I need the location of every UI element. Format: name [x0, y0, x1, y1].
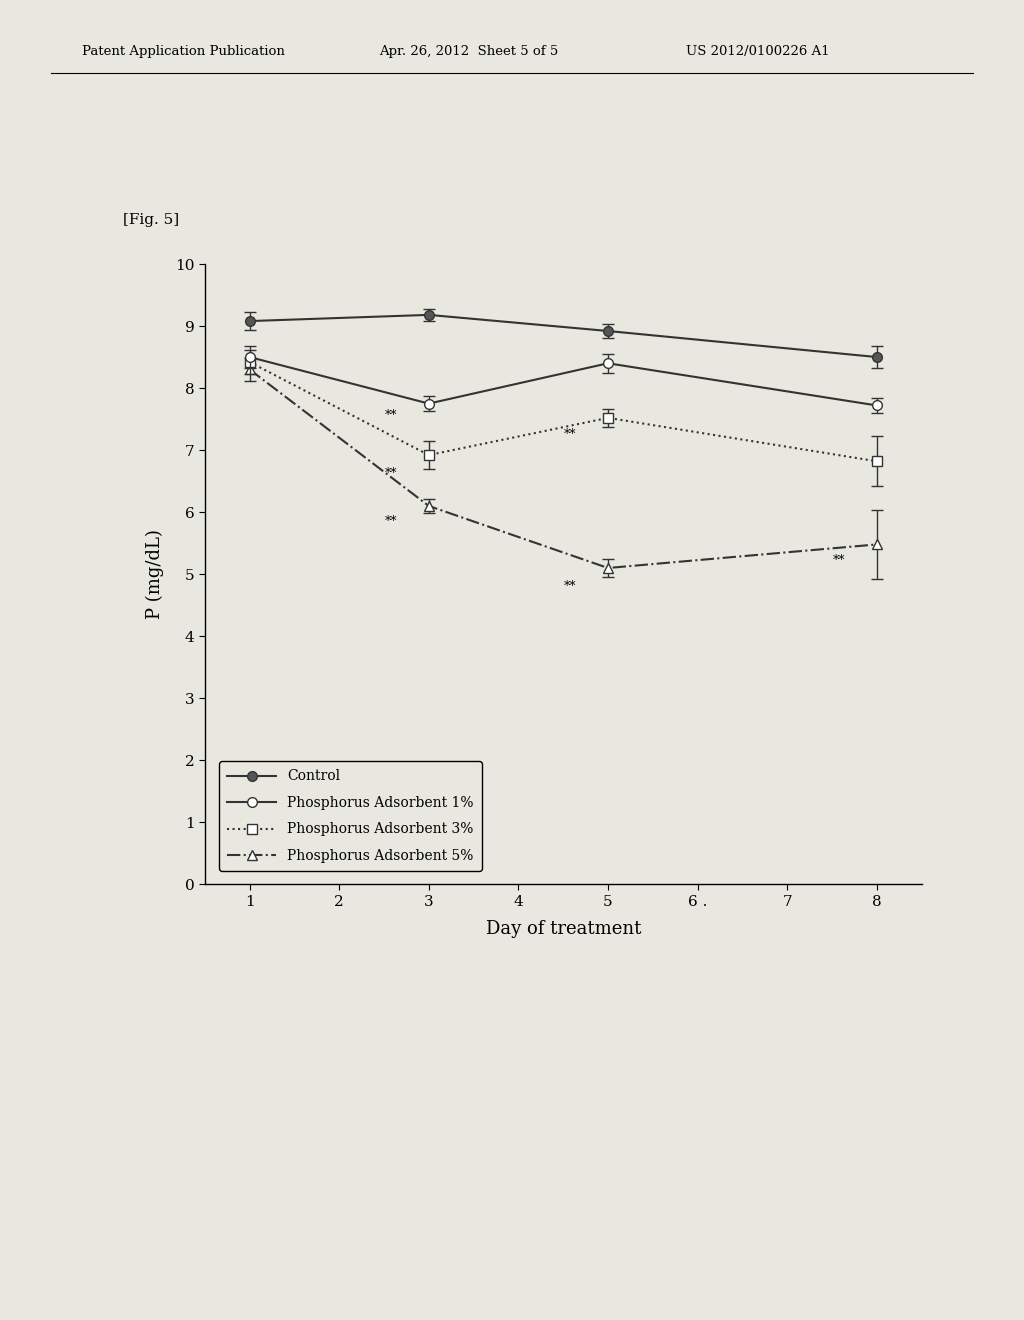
Text: **: **: [385, 467, 397, 480]
Legend: Control, Phosphorus Adsorbent 1%, Phosphorus Adsorbent 3%, Phosphorus Adsorbent : Control, Phosphorus Adsorbent 1%, Phosph…: [219, 762, 482, 871]
Text: [Fig. 5]: [Fig. 5]: [123, 214, 179, 227]
X-axis label: Day of treatment: Day of treatment: [485, 920, 641, 939]
Text: **: **: [385, 409, 397, 422]
Text: **: **: [564, 579, 577, 593]
Text: US 2012/0100226 A1: US 2012/0100226 A1: [686, 45, 829, 58]
Y-axis label: P (mg/dL): P (mg/dL): [145, 529, 164, 619]
Text: **: **: [564, 428, 577, 441]
Text: **: **: [385, 515, 397, 528]
Text: Apr. 26, 2012  Sheet 5 of 5: Apr. 26, 2012 Sheet 5 of 5: [379, 45, 558, 58]
Text: Patent Application Publication: Patent Application Publication: [82, 45, 285, 58]
Text: **: **: [833, 554, 846, 568]
